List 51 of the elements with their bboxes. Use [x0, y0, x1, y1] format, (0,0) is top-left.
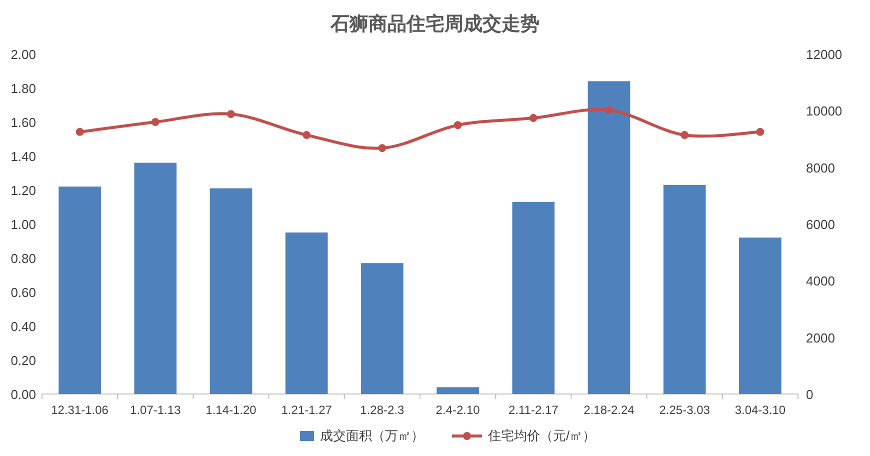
bar: [58, 186, 101, 394]
bar: [285, 232, 328, 394]
x-tick-label: 1.28-2.3: [360, 403, 405, 417]
y-tick-label: 1.40: [10, 149, 36, 164]
bar: [588, 81, 630, 394]
x-tick-label: 2.11-2.17: [508, 403, 559, 417]
bar: [361, 263, 404, 394]
y2-tick-label: 2000: [806, 330, 835, 346]
y-tick-label: 1.20: [10, 183, 36, 198]
y-tick-label: 0.20: [10, 353, 36, 368]
y2-tick-label: 0: [806, 387, 814, 402]
y2-tick-label: 8000: [806, 160, 835, 176]
point: [302, 131, 311, 140]
x-tick-label: 12.31-1.06: [51, 403, 109, 417]
x-tick-label: 3.04-3.10: [734, 403, 786, 417]
y-tick-label: 2.00: [10, 47, 36, 62]
x-tick-label: 2.18-2.24: [584, 403, 635, 417]
point: [756, 128, 764, 136]
bar: [134, 162, 177, 394]
chart-title: 石狮商品住宅周成交走势: [330, 13, 540, 35]
point: [454, 121, 462, 130]
point: [529, 114, 538, 122]
y-tick-label: 1.60: [10, 115, 36, 130]
x-tick-label: 1.14-1.20: [206, 403, 257, 417]
point: [378, 144, 386, 152]
y-tick-label: 0.40: [10, 319, 36, 334]
x-tick-label: 2.4-2.10: [436, 403, 480, 417]
y2-tick-label: 6000: [806, 217, 835, 232]
point: [227, 110, 235, 118]
legend-label: 住宅均价（元/㎡）: [487, 428, 596, 443]
y-tick-label: 0.00: [10, 387, 36, 402]
bar: [210, 188, 252, 394]
x-tick-label: 1.21-1.27: [281, 403, 332, 417]
x-tick-label: 1.07-1.13: [130, 403, 182, 417]
legend-label: 成交面积（万㎡）: [320, 428, 424, 443]
y-tick-label: 1.80: [10, 81, 36, 96]
point: [680, 131, 689, 140]
bar: [739, 238, 782, 394]
y2-tick-label: 4000: [806, 274, 835, 289]
y2-tick-label: 12000: [806, 47, 842, 62]
y-tick-label: 0.80: [10, 251, 36, 266]
bar: [436, 387, 479, 394]
x-tick-label: 2.25-3.03: [659, 403, 710, 417]
y-tick-label: 1.00: [10, 217, 36, 232]
point: [605, 106, 613, 114]
point: [76, 128, 84, 136]
bar: [663, 184, 706, 394]
bar: [512, 202, 555, 394]
y-tick-label: 0.60: [10, 285, 36, 300]
y2-tick-label: 10000: [806, 104, 842, 119]
point: [151, 118, 160, 126]
